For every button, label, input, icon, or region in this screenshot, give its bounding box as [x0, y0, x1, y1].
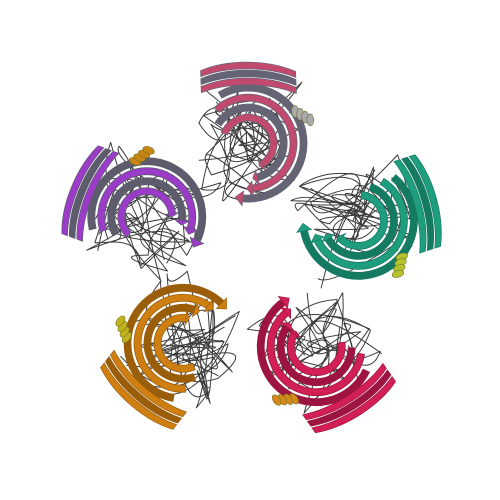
beta-strand: [337, 191, 388, 250]
beta-strand: [286, 331, 346, 377]
coil-loop: [290, 194, 399, 252]
beta-strand: [311, 375, 396, 434]
strand-arrowhead: [296, 222, 313, 233]
strand-arrowhead: [257, 157, 267, 171]
beta-strand: [107, 177, 187, 237]
coil-loop: [126, 308, 229, 377]
subunit-rose: [198, 61, 315, 207]
helix-turn: [306, 113, 315, 127]
beta-strand: [109, 349, 188, 418]
helix-turn: [271, 394, 282, 406]
helix-turn: [115, 315, 126, 327]
strand-arrowhead: [189, 236, 205, 248]
strand-arrowhead: [279, 306, 292, 320]
beta-strand: [306, 369, 392, 427]
beta-strand: [200, 69, 297, 86]
subunit-layer: [61, 61, 442, 434]
strand-arrowhead: [215, 297, 227, 310]
strand-arrowhead: [191, 301, 200, 318]
strand-arrowhead: [182, 225, 199, 235]
helix-turn: [391, 269, 404, 278]
strand-arrowhead: [320, 233, 336, 244]
subunit-purple: [61, 141, 222, 281]
strand-arrowhead: [245, 180, 254, 197]
strand-arrowhead: [164, 211, 180, 218]
coil-loop: [246, 298, 354, 401]
strand-arrowhead: [234, 190, 245, 207]
beta-strand: [266, 308, 365, 397]
strand-arrowhead: [252, 169, 261, 186]
beta-strand: [220, 113, 278, 169]
subunit-orange: [100, 270, 240, 430]
helix-turn: [142, 146, 155, 155]
beta-strand: [302, 362, 387, 420]
beta-strand: [153, 313, 196, 373]
beta-strand: [61, 145, 105, 237]
strand-arrowhead: [335, 233, 347, 245]
strand-arrowhead: [184, 310, 190, 326]
beta-strand: [214, 103, 288, 182]
beta-strand: [117, 187, 177, 238]
subunit-crimson: [246, 292, 396, 434]
beta-strand: [105, 356, 183, 424]
beta-strand: [69, 148, 112, 239]
beta-strand: [100, 362, 178, 430]
beta-strand: [393, 159, 427, 254]
beta-strand: [401, 156, 434, 252]
strand-arrowhead: [203, 298, 214, 313]
beta-strand: [408, 154, 442, 249]
beta-strand: [200, 77, 297, 94]
beta-strand: [214, 93, 298, 193]
beta-strand: [133, 293, 212, 393]
strand-arrowhead: [173, 219, 191, 226]
beta-strand: [200, 61, 297, 78]
strand-arrowhead: [277, 295, 290, 310]
subunit-teal: [290, 154, 442, 289]
strand-arrowhead: [279, 322, 294, 332]
beta-strand: [76, 150, 120, 242]
strand-arrowhead: [287, 330, 301, 339]
strand-arrowhead: [310, 233, 326, 245]
